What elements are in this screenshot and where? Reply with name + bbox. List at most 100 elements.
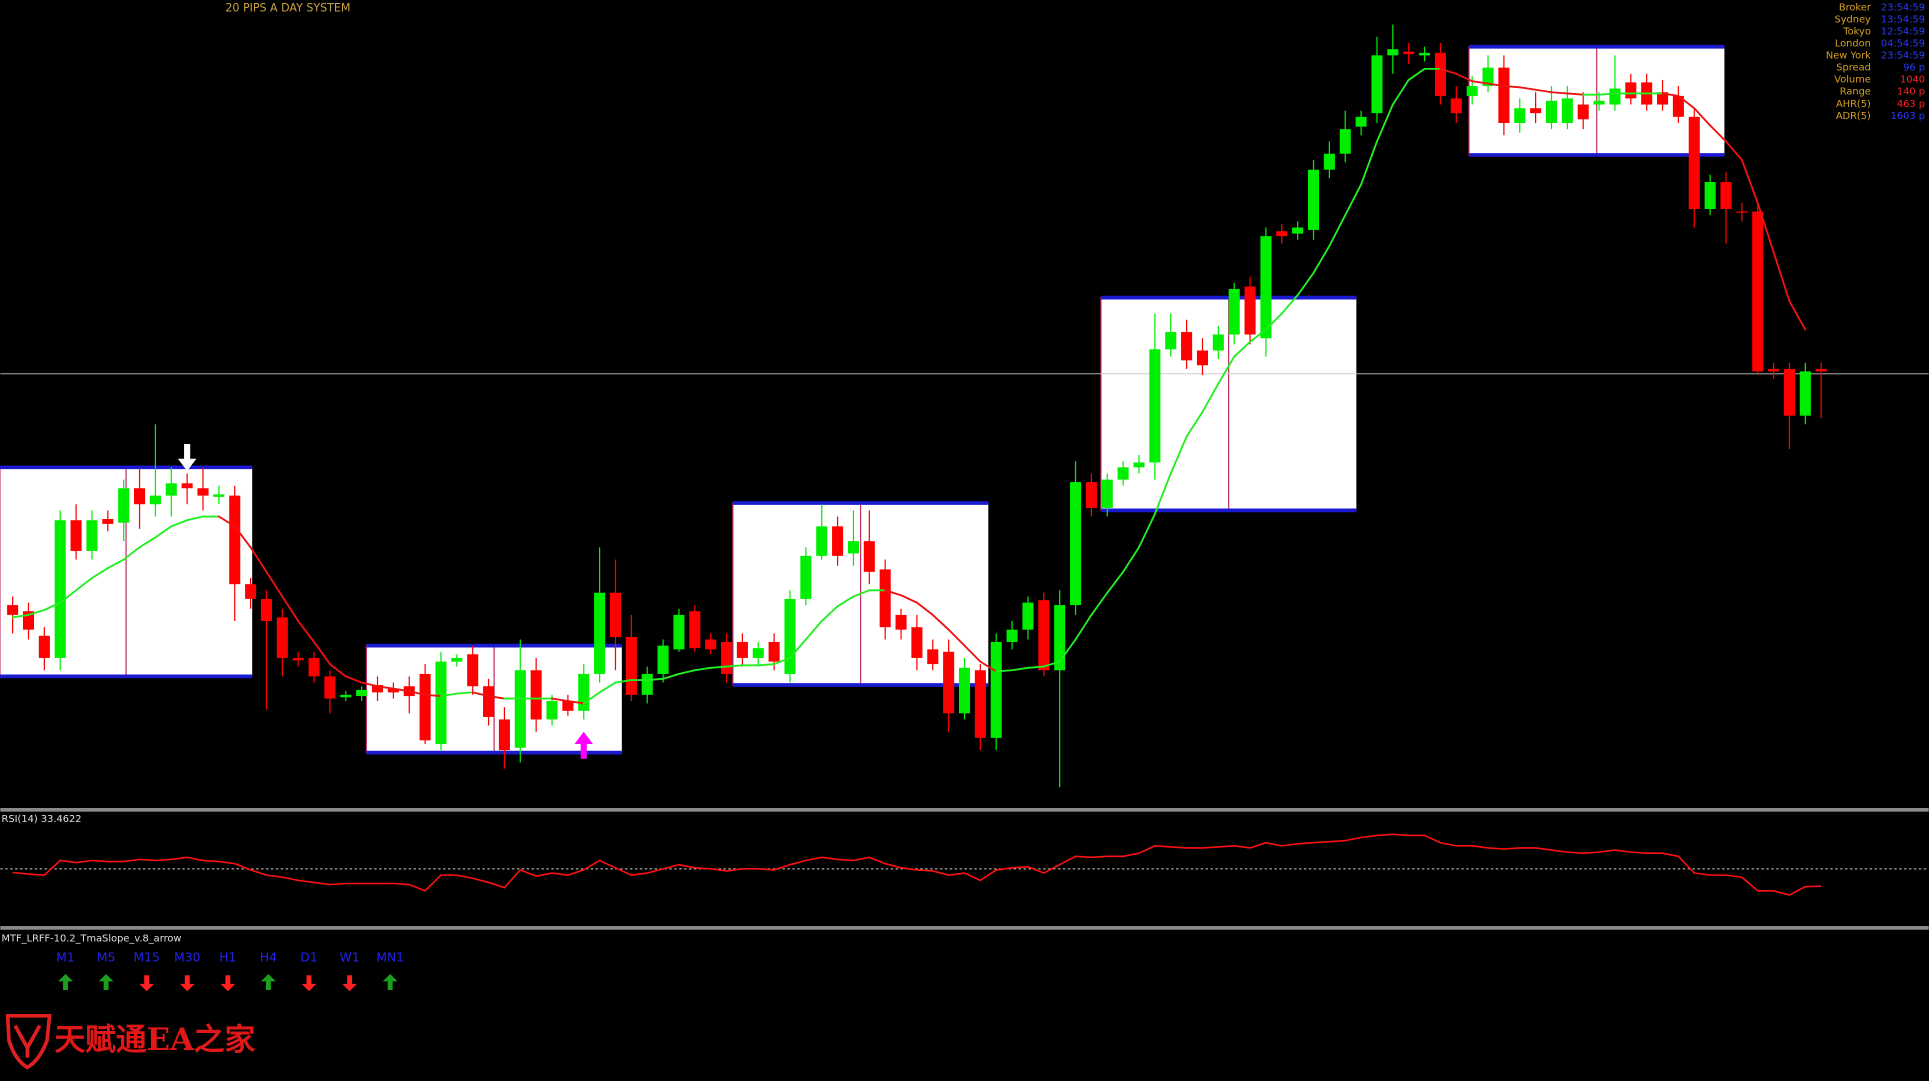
candle-body	[1070, 482, 1082, 606]
ma-segment	[709, 665, 728, 669]
info-value: 12:54:59	[1881, 26, 1925, 37]
ma-segment	[328, 663, 347, 678]
candle-body	[705, 639, 717, 650]
candle-body	[1260, 236, 1272, 339]
candle-body	[1149, 349, 1161, 463]
candle-body	[1720, 182, 1732, 210]
ma-segment	[122, 546, 141, 561]
candle-body	[1657, 92, 1669, 105]
candle-body	[498, 719, 510, 751]
candle-body	[1799, 371, 1811, 416]
ma-segment	[725, 664, 744, 668]
candle-body	[371, 685, 384, 693]
ma-segment	[297, 620, 315, 643]
ma-segment	[392, 687, 411, 693]
candle-body	[292, 657, 304, 661]
timeframe-label: W1	[340, 951, 360, 965]
ma-segment	[1407, 67, 1426, 81]
trend-arrow	[58, 974, 73, 990]
ma-segment	[281, 595, 300, 622]
info-value: 23:54:59	[1881, 2, 1925, 13]
ma-segment	[1058, 638, 1077, 663]
ma-segment	[646, 677, 664, 682]
candle-body	[308, 657, 320, 677]
candle-body	[832, 526, 844, 556]
candle-body	[7, 605, 19, 615]
candle-body	[562, 700, 574, 711]
ma-segment	[614, 679, 633, 684]
ma-segment	[360, 681, 379, 688]
ma-segment	[75, 577, 93, 592]
ma-segment	[995, 669, 1014, 673]
candle-body	[1768, 368, 1780, 372]
candle-body	[1117, 467, 1129, 480]
ma-segment	[1233, 340, 1251, 358]
candle-body	[1022, 602, 1034, 630]
ma-segment	[582, 691, 601, 705]
candle-body	[1038, 600, 1050, 671]
candle-body	[911, 627, 923, 658]
candle-body	[1783, 368, 1795, 416]
trend-arrow	[301, 975, 317, 992]
candle-body	[1339, 129, 1351, 154]
candle-body	[689, 611, 701, 649]
signal-arrow	[574, 731, 593, 759]
candle-body	[847, 541, 859, 554]
candle-body	[1466, 86, 1478, 96]
candle-body	[1688, 116, 1700, 210]
candle-body	[609, 592, 622, 638]
candle-body	[1292, 227, 1304, 234]
candle-body	[245, 584, 257, 599]
ma-segment	[1106, 570, 1125, 594]
ma-segment	[884, 589, 902, 597]
candle-body	[387, 688, 399, 693]
candle-body	[625, 637, 637, 695]
candle-body	[1387, 49, 1399, 56]
info-value: 1040	[1900, 75, 1925, 86]
trend-arrow	[139, 975, 155, 992]
trend-arrow	[342, 975, 357, 992]
ma-segment	[963, 644, 982, 663]
ma-segment	[1011, 666, 1029, 672]
candle-body	[1006, 629, 1018, 642]
ma-segment	[424, 693, 442, 697]
ma-segment	[217, 515, 236, 528]
candle-body	[213, 494, 225, 497]
ma-segment	[1265, 312, 1283, 331]
trend-arrow	[220, 975, 236, 992]
candle-body	[1672, 95, 1684, 117]
ma-segment	[1693, 107, 1712, 127]
candle-body	[1323, 153, 1335, 170]
candle-body	[22, 611, 35, 630]
ma-segment	[1725, 140, 1743, 161]
candle-body	[927, 649, 939, 665]
candle-body	[483, 686, 495, 717]
ma-segment	[1772, 251, 1791, 303]
candle-body	[863, 541, 875, 572]
ma-segment	[915, 601, 934, 616]
ma-segment	[773, 657, 791, 666]
candle-body	[118, 488, 130, 523]
candle-body	[451, 657, 463, 662]
candle-body	[1165, 332, 1177, 350]
candle-body	[1752, 211, 1764, 372]
price-pane	[0, 24, 1929, 788]
ma-segment	[1296, 272, 1315, 297]
timeframe-label: M1	[56, 951, 74, 965]
candle-body	[1434, 52, 1446, 96]
info-label: Volume	[1834, 75, 1871, 86]
info-value: 23:54:59	[1881, 51, 1925, 62]
mtf-pane: M1 M5 M15 M30 H1 H4 D1 W1 MN1	[56, 951, 404, 992]
candle-body	[134, 488, 146, 505]
ma-segment	[1122, 546, 1140, 573]
ma-segment	[186, 515, 204, 522]
rsi-label: RSI(14) 33.4622	[2, 814, 82, 825]
candle-body	[958, 667, 971, 714]
candle-body	[1625, 82, 1637, 99]
ma-segment	[1566, 92, 1585, 96]
candle-body	[1054, 605, 1066, 671]
candle-body	[1498, 67, 1510, 123]
ma-segment	[1391, 79, 1410, 106]
ma-segment	[408, 690, 427, 696]
ma-segment	[1487, 82, 1505, 88]
